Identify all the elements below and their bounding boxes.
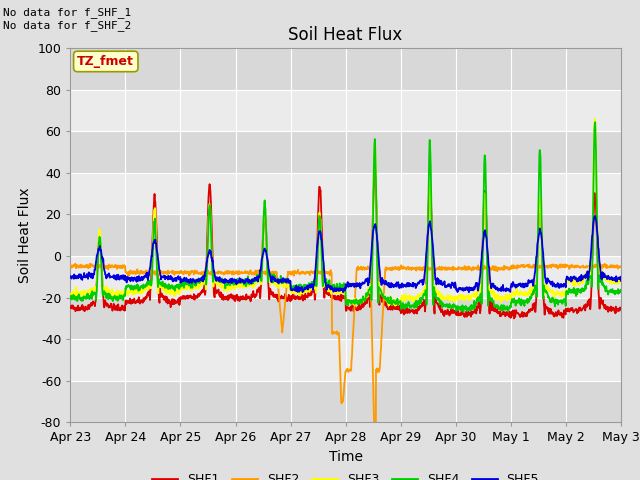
Bar — [70, 90, 621, 131]
Bar — [70, 48, 621, 90]
Bar — [70, 256, 621, 298]
Text: TZ_fmet: TZ_fmet — [77, 55, 134, 68]
X-axis label: Time: Time — [328, 450, 363, 464]
Bar — [70, 131, 621, 173]
Title: Soil Heat Flux: Soil Heat Flux — [289, 25, 403, 44]
Y-axis label: Soil Heat Flux: Soil Heat Flux — [18, 187, 32, 283]
Bar — [70, 339, 621, 381]
Bar — [70, 381, 621, 422]
Text: No data for f_SHF_1
No data for f_SHF_2: No data for f_SHF_1 No data for f_SHF_2 — [3, 7, 131, 31]
Bar — [70, 173, 621, 215]
Bar — [70, 298, 621, 339]
Bar — [70, 215, 621, 256]
Legend: SHF1, SHF2, SHF3, SHF4, SHF5: SHF1, SHF2, SHF3, SHF4, SHF5 — [147, 468, 544, 480]
